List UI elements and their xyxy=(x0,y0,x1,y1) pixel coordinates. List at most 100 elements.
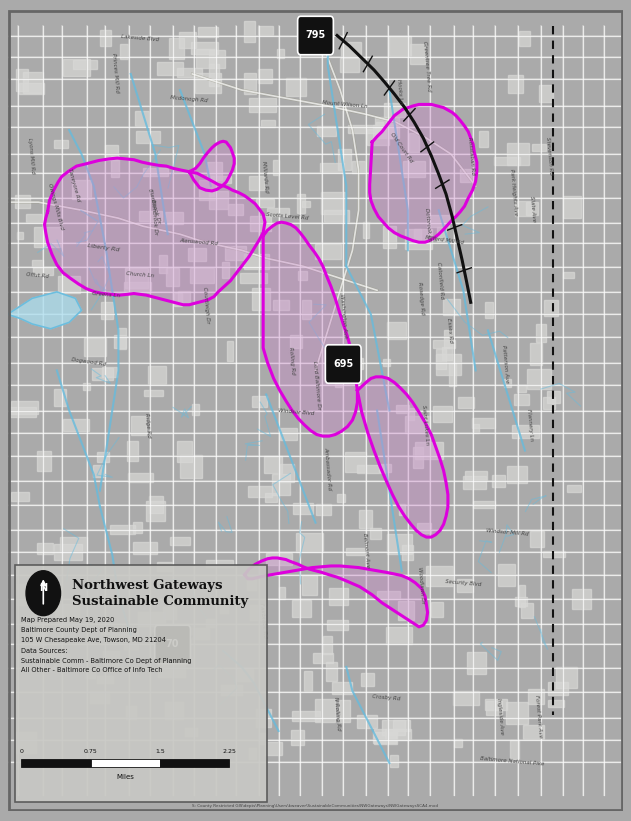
Bar xyxy=(519,585,525,608)
Bar xyxy=(337,494,345,502)
Bar xyxy=(33,267,54,275)
Bar xyxy=(249,98,276,112)
Bar xyxy=(376,122,383,133)
Bar xyxy=(177,68,203,77)
Bar xyxy=(548,699,565,707)
Bar xyxy=(111,156,119,177)
Bar xyxy=(454,739,462,747)
Bar xyxy=(85,338,106,355)
Bar xyxy=(512,425,539,438)
Bar xyxy=(297,194,305,213)
Text: Old Court Rd: Old Court Rd xyxy=(389,131,414,163)
Bar xyxy=(292,600,310,617)
Text: Princes Mill Rd: Princes Mill Rd xyxy=(111,53,120,93)
Bar xyxy=(335,365,341,387)
Bar xyxy=(442,347,452,360)
Text: N Rolling Rd: N Rolling Rd xyxy=(333,696,341,731)
Bar xyxy=(341,42,361,58)
Bar xyxy=(515,201,532,216)
Text: Patterson Ave: Patterson Ave xyxy=(501,345,509,383)
Text: Map Prepared May 19, 2020: Map Prepared May 19, 2020 xyxy=(21,617,114,623)
Text: Ridge Rd: Ridge Rd xyxy=(144,412,151,438)
Text: Owings Mills Blvd: Owings Mills Blvd xyxy=(47,183,64,231)
Bar xyxy=(473,502,495,508)
Bar xyxy=(293,503,313,514)
Bar xyxy=(62,419,90,430)
Bar xyxy=(404,415,430,433)
Bar xyxy=(280,464,293,482)
Bar xyxy=(504,378,510,388)
Text: Hooks Ln: Hooks Ln xyxy=(396,79,403,104)
Text: 105 W Chesapeake Ave, Towson, MD 21204: 105 W Chesapeake Ave, Towson, MD 21204 xyxy=(21,636,166,643)
Bar xyxy=(92,369,113,380)
Bar xyxy=(157,562,172,571)
Polygon shape xyxy=(189,141,234,191)
Bar xyxy=(124,282,151,292)
Bar xyxy=(111,626,129,642)
Bar xyxy=(93,466,105,477)
Bar xyxy=(264,742,282,755)
Bar xyxy=(498,564,515,586)
Bar xyxy=(160,255,167,273)
Bar xyxy=(178,291,190,304)
Bar xyxy=(54,656,69,669)
Bar xyxy=(452,690,480,705)
Text: Lakeside Blvd: Lakeside Blvd xyxy=(121,34,159,42)
Bar xyxy=(90,759,160,767)
Bar xyxy=(33,630,46,645)
Bar xyxy=(261,120,274,127)
Bar xyxy=(273,475,290,494)
Bar xyxy=(110,525,135,534)
Text: Windsor Blvd: Windsor Blvd xyxy=(278,408,314,416)
Bar xyxy=(228,204,242,214)
Bar xyxy=(247,579,256,590)
Bar xyxy=(220,603,228,613)
Text: Courtleigh Dr: Courtleigh Dr xyxy=(202,287,210,323)
Bar xyxy=(507,466,527,483)
Bar xyxy=(55,604,80,626)
Bar xyxy=(249,176,264,190)
Bar xyxy=(249,748,256,759)
Bar xyxy=(387,534,413,554)
Text: 1.5: 1.5 xyxy=(155,749,165,754)
Bar xyxy=(149,496,163,512)
Text: Northwest Gateways: Northwest Gateways xyxy=(72,579,223,592)
Bar xyxy=(357,465,385,473)
Bar xyxy=(86,670,95,678)
Bar xyxy=(225,246,245,259)
Bar xyxy=(324,209,349,222)
Circle shape xyxy=(26,571,61,616)
Bar xyxy=(433,340,456,348)
Text: Miles: Miles xyxy=(116,774,134,781)
Bar xyxy=(426,566,453,586)
Text: Forest Park Ave: Forest Park Ave xyxy=(534,695,543,738)
Bar xyxy=(374,125,393,138)
Text: Windsor Mill Rd: Windsor Mill Rd xyxy=(487,528,529,537)
Bar xyxy=(193,628,209,639)
Bar xyxy=(21,759,90,767)
Text: Belmont Ave: Belmont Ave xyxy=(362,533,370,568)
Bar xyxy=(192,403,199,415)
Bar xyxy=(517,385,526,392)
Text: Sustainable Community: Sustainable Community xyxy=(72,594,249,608)
Bar xyxy=(414,229,421,244)
Bar xyxy=(387,322,406,339)
Bar xyxy=(379,465,391,472)
Bar xyxy=(431,602,442,617)
Polygon shape xyxy=(263,222,357,436)
Bar xyxy=(341,57,358,72)
Bar xyxy=(304,671,312,690)
Bar xyxy=(386,627,411,644)
Bar xyxy=(199,180,216,200)
Bar xyxy=(148,366,165,384)
Text: Ambassador Rd: Ambassador Rd xyxy=(324,447,332,490)
Bar xyxy=(548,681,568,695)
Text: Dogwood Rd: Dogwood Rd xyxy=(71,357,107,367)
Bar xyxy=(437,227,445,241)
Bar xyxy=(257,69,273,84)
Bar xyxy=(302,575,317,594)
Bar xyxy=(61,537,86,553)
Bar xyxy=(563,196,581,218)
Bar xyxy=(409,134,419,153)
Text: S: County Restricted GIS\depts\Planning\Users\kweaver\SustainableCommunities\NWG: S: County Restricted GIS\depts\Planning\… xyxy=(192,805,439,809)
